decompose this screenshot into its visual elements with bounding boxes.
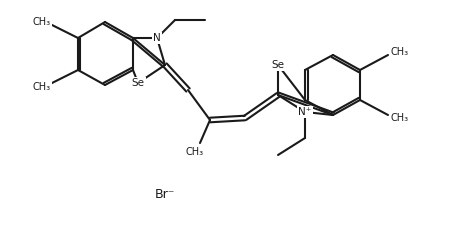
Text: CH₃: CH₃ [33, 17, 51, 27]
Text: CH₃: CH₃ [186, 147, 204, 157]
Text: N⁺: N⁺ [298, 107, 311, 117]
Text: CH₃: CH₃ [33, 82, 51, 92]
Text: Se: Se [272, 60, 284, 70]
Text: Se: Se [131, 78, 145, 88]
Text: Br⁻: Br⁻ [155, 188, 175, 201]
Text: CH₃: CH₃ [391, 113, 409, 123]
Text: N: N [153, 33, 161, 43]
Text: CH₃: CH₃ [391, 47, 409, 57]
